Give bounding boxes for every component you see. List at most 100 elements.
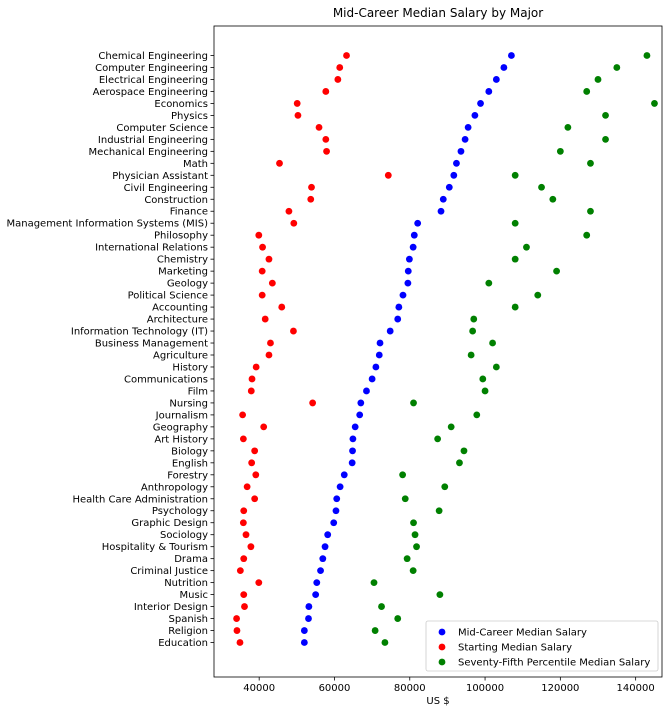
point-series-1 bbox=[313, 579, 321, 587]
y-tick-label: Math bbox=[183, 159, 208, 170]
point-series-2 bbox=[240, 507, 248, 515]
point-series-2 bbox=[290, 327, 297, 335]
point-series-3 bbox=[556, 147, 564, 155]
y-tick-label: Psychology bbox=[152, 506, 208, 517]
point-series-2 bbox=[260, 423, 268, 431]
y-tick-label: Construction bbox=[144, 195, 208, 206]
point-series-1 bbox=[461, 135, 469, 143]
y-tick-label: English bbox=[172, 458, 208, 469]
legend-label: Seventy-Fifth Percentile Median Salary bbox=[458, 658, 650, 669]
point-series-1 bbox=[349, 435, 357, 443]
y-tick-label: Music bbox=[180, 590, 208, 601]
y-tick-label: Anthropology bbox=[141, 482, 208, 493]
point-series-3 bbox=[511, 255, 519, 263]
point-series-3 bbox=[403, 555, 411, 563]
y-tick-label: Interior Design bbox=[134, 602, 208, 613]
point-series-2 bbox=[261, 315, 269, 323]
point-series-2 bbox=[308, 183, 315, 191]
point-series-1 bbox=[492, 76, 500, 83]
y-tick-label: Finance bbox=[170, 207, 208, 218]
point-series-2 bbox=[241, 603, 248, 610]
point-series-1 bbox=[394, 315, 402, 323]
point-series-2 bbox=[248, 459, 256, 467]
point-series-2 bbox=[258, 267, 266, 275]
y-tick-label: Electrical Engineering bbox=[99, 75, 208, 86]
point-series-2 bbox=[239, 411, 247, 419]
point-series-3 bbox=[583, 88, 591, 95]
point-series-2 bbox=[343, 52, 350, 59]
point-series-1 bbox=[405, 255, 413, 263]
point-series-2 bbox=[265, 255, 273, 263]
legend: Mid-Career Median Salary Starting Median … bbox=[425, 620, 659, 672]
point-series-1 bbox=[450, 171, 458, 179]
point-series-2 bbox=[307, 195, 315, 203]
point-series-1 bbox=[332, 507, 340, 515]
point-series-2 bbox=[251, 495, 259, 503]
point-series-2 bbox=[233, 615, 240, 622]
y-tick-label: Journalism bbox=[155, 410, 208, 421]
point-series-1 bbox=[321, 543, 329, 551]
y-tick-label: Health Care Administration bbox=[72, 494, 208, 505]
y-tick-label: Forestry bbox=[167, 470, 208, 481]
y-tick-label: Business Management bbox=[95, 339, 208, 350]
point-series-1 bbox=[376, 339, 384, 347]
point-series-1 bbox=[508, 52, 515, 59]
y-tick-label: Criminal Justice bbox=[130, 566, 208, 577]
point-series-2 bbox=[315, 123, 323, 131]
y-tick-label: Chemical Engineering bbox=[98, 51, 208, 62]
legend-marker bbox=[438, 628, 446, 636]
point-series-2 bbox=[247, 387, 255, 395]
point-series-1 bbox=[348, 459, 356, 467]
point-series-3 bbox=[538, 183, 545, 191]
legend-marker bbox=[438, 658, 446, 666]
point-series-3 bbox=[489, 339, 496, 347]
point-series-1 bbox=[317, 567, 324, 575]
point-series-3 bbox=[410, 519, 417, 527]
y-tick-label: Agriculture bbox=[153, 351, 208, 362]
point-series-3 bbox=[587, 207, 594, 215]
y-tick-label: Political Science bbox=[128, 291, 208, 302]
y-tick-label: Nutrition bbox=[164, 578, 208, 589]
point-series-1 bbox=[386, 327, 394, 335]
point-series-2 bbox=[384, 171, 392, 179]
y-tick-label: Mechanical Engineering bbox=[89, 147, 208, 158]
point-series-2 bbox=[336, 64, 344, 71]
point-series-1 bbox=[404, 279, 412, 287]
point-series-2 bbox=[323, 147, 330, 155]
point-series-2 bbox=[240, 591, 248, 598]
y-tick-label: Religion bbox=[168, 626, 208, 637]
axes-frame bbox=[213, 25, 663, 678]
point-series-2 bbox=[248, 375, 256, 383]
point-series-2 bbox=[334, 76, 342, 83]
point-series-3 bbox=[436, 591, 444, 598]
point-series-2 bbox=[255, 231, 263, 239]
y-tick-label: Geography bbox=[153, 422, 208, 433]
point-series-1 bbox=[453, 159, 460, 167]
point-series-2 bbox=[236, 567, 244, 575]
y-tick-label: Communications bbox=[124, 374, 208, 385]
point-series-1 bbox=[375, 351, 383, 359]
point-series-3 bbox=[602, 112, 609, 119]
point-series-2 bbox=[239, 519, 247, 527]
point-series-3 bbox=[523, 243, 530, 251]
point-series-3 bbox=[467, 351, 475, 359]
point-series-1 bbox=[399, 291, 407, 299]
point-series-1 bbox=[409, 243, 417, 251]
y-tick-label: Information Technology (IT) bbox=[71, 327, 208, 338]
point-series-3 bbox=[511, 219, 519, 227]
point-series-2 bbox=[240, 555, 248, 563]
x-tick-label: 120000 bbox=[541, 683, 579, 694]
point-series-2 bbox=[251, 447, 259, 455]
point-series-3 bbox=[409, 567, 417, 575]
point-series-1 bbox=[305, 603, 313, 610]
point-series-1 bbox=[500, 64, 508, 71]
point-series-3 bbox=[485, 279, 493, 287]
point-series-2 bbox=[265, 351, 273, 359]
y-tick-label: Film bbox=[188, 386, 208, 397]
point-series-3 bbox=[481, 387, 489, 395]
point-series-2 bbox=[239, 435, 247, 443]
point-series-1 bbox=[340, 471, 348, 479]
point-series-2 bbox=[258, 291, 266, 299]
point-series-3 bbox=[370, 579, 378, 587]
legend-label: Starting Median Salary bbox=[458, 643, 572, 654]
